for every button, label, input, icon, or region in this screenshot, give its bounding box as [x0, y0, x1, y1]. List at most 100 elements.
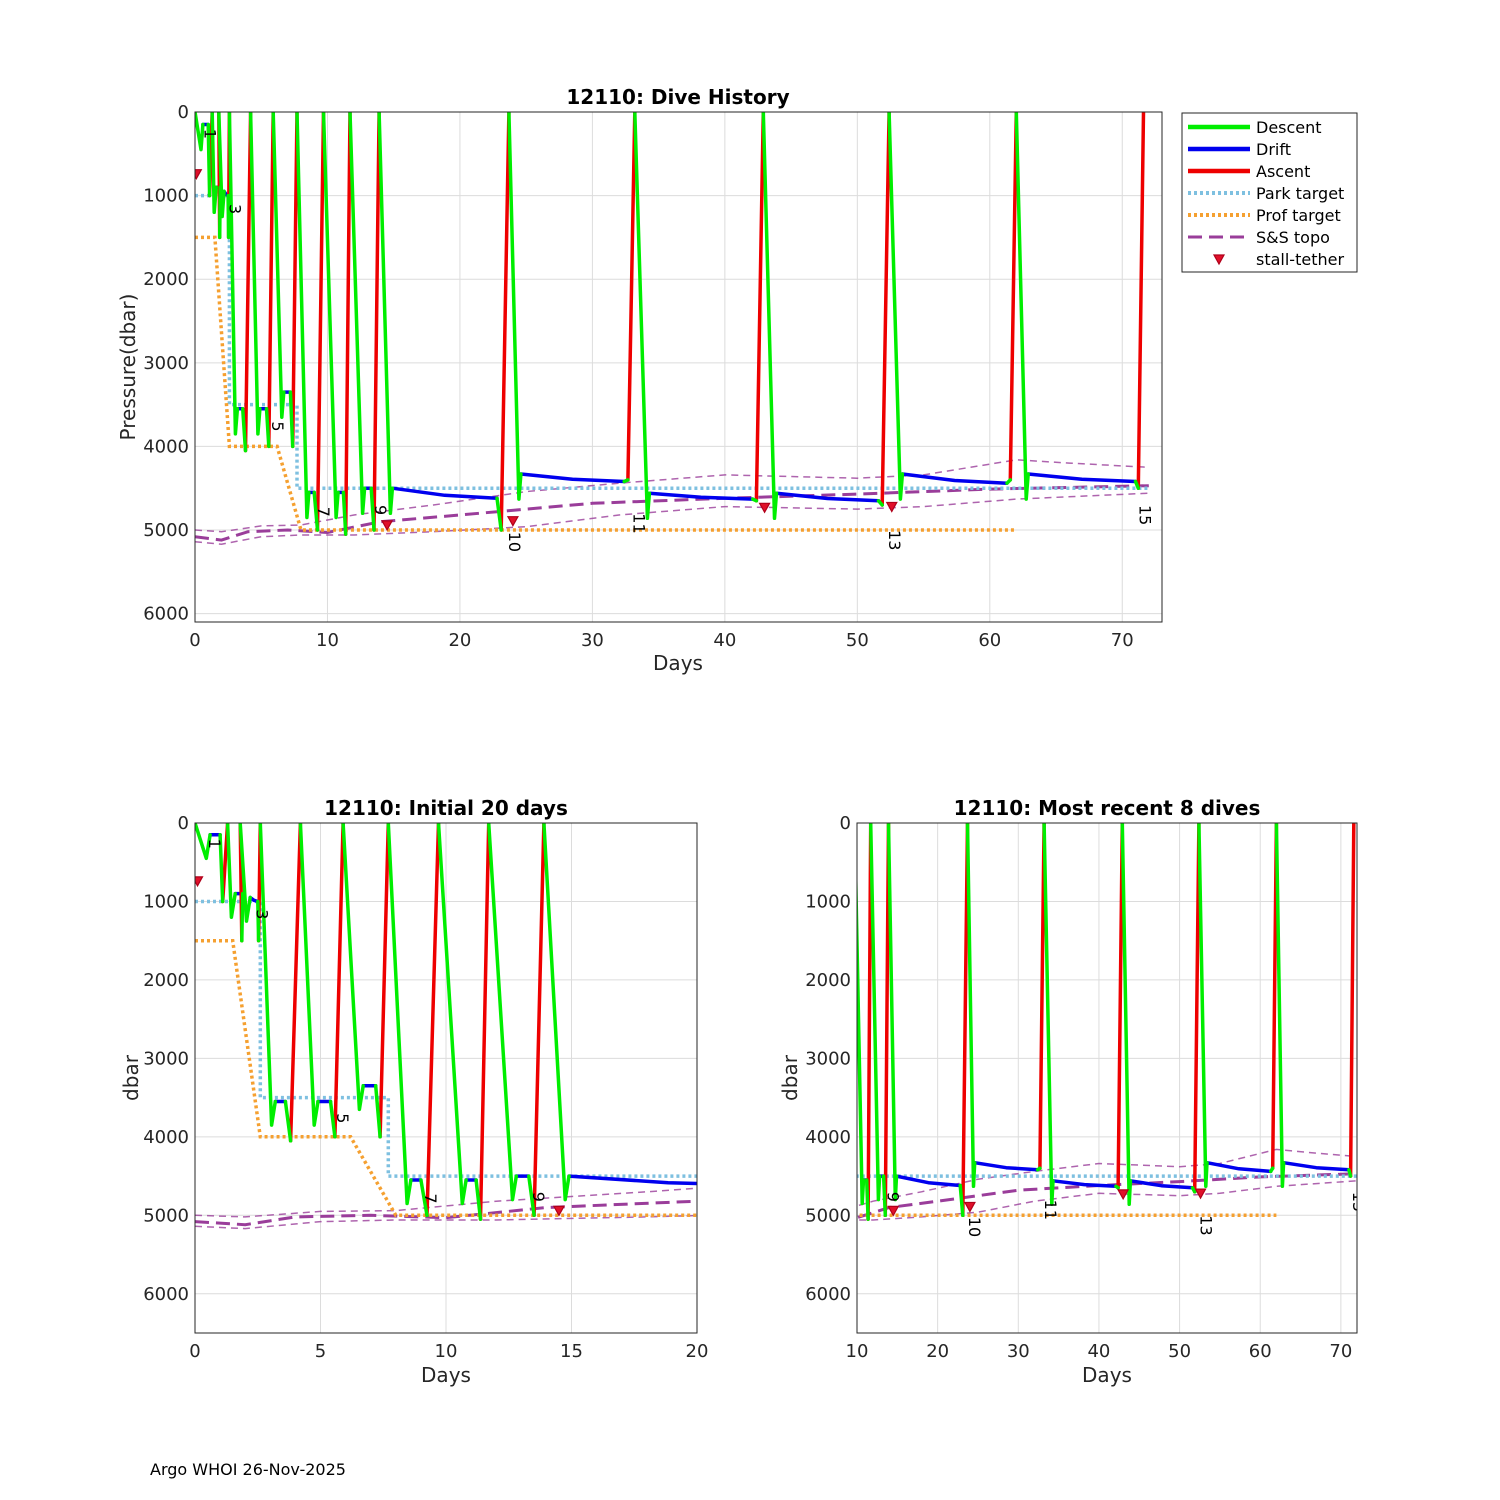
- legend-label: Ascent: [1256, 162, 1310, 181]
- drift-segment: [1281, 1160, 1351, 1172]
- descent-segment: [1190, 1186, 1197, 1194]
- drift-segment: [390, 486, 499, 501]
- plot-content: 9 10 11 13 15: [785, 823, 1357, 1237]
- y-tick-label: 0: [840, 813, 851, 834]
- y-tick-label: 2000: [143, 269, 189, 290]
- legend-label: Drift: [1256, 140, 1291, 159]
- x-tick-label: 60: [978, 630, 1001, 651]
- y-tick-label: 6000: [143, 604, 189, 625]
- descent-segment: [348, 112, 367, 516]
- descent-segment: [507, 112, 523, 501]
- topo-lower-line: [857, 1180, 1357, 1221]
- x-tick-label: 0: [189, 1341, 200, 1362]
- x-tick-label: 60: [1249, 1341, 1272, 1362]
- stall-tether-marker: [552, 1205, 565, 1217]
- stall-tether-marker: [1117, 1189, 1130, 1201]
- descent-segment: [377, 112, 395, 516]
- ascent-segment: [333, 823, 345, 1139]
- ascent-segment: [785, 823, 787, 902]
- drift-segment: [894, 1174, 962, 1188]
- panel-title: 12110: Dive History: [566, 85, 789, 109]
- ascent-segment: [372, 112, 381, 532]
- descent-segment: [218, 833, 225, 904]
- descent-segment: [1274, 823, 1286, 1189]
- legend-label: stall-tether: [1256, 250, 1344, 269]
- prof-target-line: [195, 938, 697, 1218]
- dive-number-label: 5: [333, 1113, 352, 1123]
- descent-segment: [1490, 1188, 1497, 1192]
- y-tick-label: 3000: [805, 1048, 851, 1069]
- descent-segment: [419, 1178, 429, 1218]
- descent-segment: [881, 1174, 888, 1218]
- descent-segment: [226, 193, 231, 240]
- descent-segment: [210, 112, 218, 215]
- descent-segment: [1014, 112, 1030, 501]
- plot-area: [195, 112, 1162, 622]
- descent-segment: [373, 1084, 382, 1139]
- x-tick-label: 20: [448, 630, 471, 651]
- ascent-segment: [1008, 112, 1019, 482]
- y-tick-label: 2000: [805, 970, 851, 991]
- descent-segment: [761, 112, 779, 521]
- ascent-segment: [288, 823, 303, 1143]
- stall-tether-marker: [963, 1201, 976, 1213]
- plot-content: 1 3 5 7 9: [195, 823, 1497, 1230]
- y-axis-label: dbar: [119, 1054, 143, 1101]
- ascent-segment: [866, 823, 873, 1221]
- descent-segment: [495, 496, 503, 532]
- x-tick-label: 10: [435, 1341, 458, 1362]
- x-tick-label: 30: [1007, 1341, 1030, 1362]
- stall-tether-marker: [506, 516, 519, 527]
- x-tick-label: 15: [560, 1341, 583, 1362]
- stall-tether-marker: [381, 520, 394, 532]
- x-axis-label: Days: [1082, 1363, 1132, 1387]
- drift-segment: [567, 1174, 697, 1186]
- y-tick-label: 0: [178, 102, 189, 123]
- dive-number-label: 10: [505, 532, 524, 552]
- legend-label: Descent: [1256, 118, 1322, 137]
- ascent-segment: [1136, 112, 1146, 490]
- y-tick-label: 6000: [805, 1284, 851, 1305]
- dive-number-label: 3: [253, 909, 272, 919]
- x-tick-label: 5: [315, 1341, 326, 1362]
- descent-segment: [264, 407, 271, 449]
- descent-segment: [864, 1178, 870, 1221]
- descent-segment: [1120, 823, 1133, 1207]
- x-tick-label: 40: [1087, 1341, 1110, 1362]
- descent-segment: [248, 112, 262, 436]
- stall-tether-marker: [792, 1202, 802, 1211]
- descent-segment: [258, 823, 278, 1127]
- ascent-segment: [478, 823, 491, 1221]
- ascent-segment: [315, 112, 326, 532]
- ascent-segment: [880, 112, 891, 507]
- dive-number-label: 5: [268, 421, 287, 431]
- descent-segment: [240, 891, 245, 943]
- descent-segment: [328, 1099, 337, 1139]
- topo-mean-line: [195, 484, 1149, 542]
- y-tick-label: 0: [178, 813, 189, 834]
- descent-segment: [195, 823, 212, 861]
- descent-segment: [312, 490, 320, 532]
- descent-segment: [217, 112, 226, 219]
- x-tick-label: 70: [1111, 630, 1134, 651]
- x-axis-label: Days: [653, 651, 703, 675]
- dive-number-label: 9: [529, 1192, 548, 1202]
- x-tick-label: 30: [581, 630, 604, 651]
- descent-segment: [1035, 1166, 1042, 1172]
- descent-segment: [486, 823, 519, 1202]
- topo-mean-line: [857, 1172, 1357, 1220]
- y-tick-label: 3000: [143, 353, 189, 374]
- panel-dive-history: 12110: Dive History Days Pressure(dbar) …: [116, 85, 1163, 675]
- dive-number-label: 13: [885, 530, 904, 550]
- ascent-segment: [851, 823, 855, 1215]
- dive-number-label: 1: [200, 129, 219, 139]
- panel-title: 12110: Initial 20 days: [324, 796, 568, 820]
- stall-tether-marker: [885, 501, 898, 513]
- legend: Descent Drift Ascent Park target Prof target…: [1181, 112, 1358, 273]
- x-axis-label: Days: [421, 1363, 471, 1387]
- y-tick-label: 5000: [805, 1205, 851, 1226]
- ascent-segment: [532, 823, 546, 1218]
- drift-segment: [774, 491, 881, 503]
- credit-text: Argo WHOI 26-Nov-2025: [150, 1460, 346, 1479]
